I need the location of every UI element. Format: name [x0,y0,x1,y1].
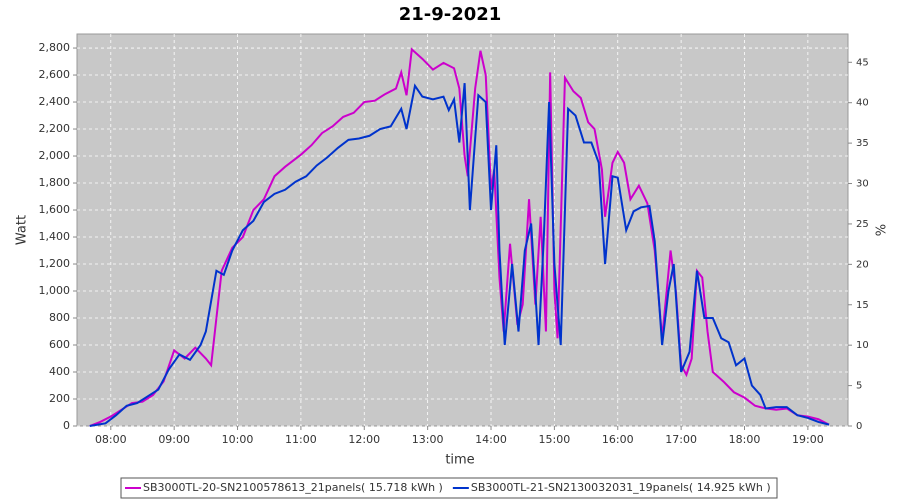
x-tick-label: 18:00 [729,433,761,446]
y2-tick-label: 25 [856,219,869,230]
y-tick-label: 0 [63,419,70,432]
y-tick-label: 2,200 [39,122,71,135]
plot-area [76,33,849,427]
y-tick-label: 1,000 [39,284,71,297]
y-tick-label: 200 [49,392,70,405]
y-tick-label: 1,400 [39,230,71,243]
y2-tick-label: 40 [856,98,869,109]
x-tick-label: 11:00 [285,433,317,446]
y-tick-label: 2,000 [39,149,71,162]
legend-box [120,477,778,499]
x-tick-label: 17:00 [665,433,697,446]
chart-title: 21-9-2021 [399,4,502,25]
y-tick-label: 1,800 [39,176,71,189]
y2-tick-label: 15 [856,300,869,311]
x-tick-label: 12:00 [348,433,380,446]
y-tick-label: 1,600 [39,203,71,216]
y-tick-label: 400 [49,365,70,378]
y-axis-label: Watt [15,215,30,245]
y2-tick-label: 45 [856,57,869,68]
x-tick-label: 10:00 [222,433,254,446]
x-tick-label: 14:00 [475,433,507,446]
y2-tick-label: 20 [856,259,869,270]
x-tick-label: 16:00 [602,433,634,446]
y2-tick-label: 30 [856,179,869,190]
y2-tick-label: 10 [856,340,869,351]
legend-label: SB3000TL-20-SN2100578613_21panels( 15.71… [143,481,443,494]
y-tick-label: 800 [49,311,70,324]
x-tick-label: 15:00 [539,433,571,446]
y2-tick-label: 0 [856,421,862,432]
y2-tick-label: 35 [856,138,869,149]
x-tick-label: 08:00 [95,433,127,446]
x-tick-label: 09:00 [158,433,190,446]
y-tick-label: 2,400 [39,95,71,108]
y-tick-label: 2,600 [39,68,71,81]
y-tick-label: 2,800 [39,41,71,54]
series-line [89,83,830,427]
y2-tick-label: 5 [856,381,862,392]
x-axis-label: time [445,453,474,468]
x-tick-label: 13:00 [412,433,444,446]
y-tick-label: 1,200 [39,257,71,270]
x-tick-label: 19:00 [792,433,824,446]
y-tick-label: 600 [49,338,70,351]
y2-axis-label: % [875,224,890,236]
legend-label: SB3000TL-21-SN2130032031_19panels( 14.92… [471,481,771,494]
